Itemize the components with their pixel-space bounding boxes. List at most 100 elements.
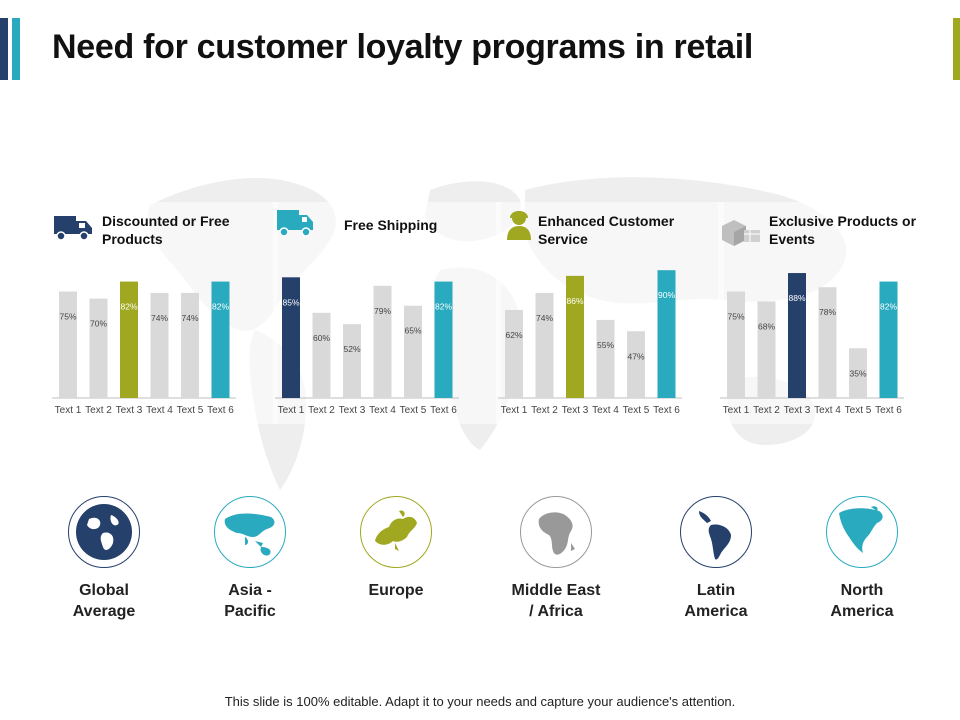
africa-map-icon [538,512,575,555]
category-label: Text 1 [501,405,528,416]
category-label: Text 2 [753,405,780,416]
category-label: Text 3 [784,405,811,416]
chart-bar [566,275,584,398]
region-global-average: Global Average [39,496,169,622]
chart-bar [818,287,837,398]
region-circle [826,496,898,568]
bar-value-label: 82% [120,302,137,312]
bar-value-label: 60% [313,333,330,343]
bar-value-label: 82% [435,302,452,312]
bar-value-label: 88% [788,293,805,303]
category-label: Text 6 [430,405,457,416]
chart-bar [181,292,199,398]
region-middle-east-africa: Middle East / Africa [491,496,621,622]
panel-customer-service: Enhanced Customer Service 62% Text 1 74% Te… [496,202,724,424]
bar-value-label: 35% [849,368,866,378]
panel-title: Enhanced Customer Service [538,213,675,247]
chart-bar [535,292,554,398]
category-label: Text 1 [723,405,750,416]
bar-chart-free-shipping: 85% Text 1 60% Text 2 52% Text 3 79% Text 4 65% T… [275,277,459,416]
category-label: Text 1 [278,405,305,416]
bar-chart-customer-service: 62% Text 1 74% Text 2 86% Text 3 55% Text 4 47% T… [498,270,682,416]
panel-free-shipping: Free Shipping 85% Text 1 60% Text 2 52% Text … [273,202,501,424]
region-label: Global Average [72,582,136,620]
chart-bar [757,301,776,398]
chart-bar [657,270,676,398]
bar-value-label: 75% [727,312,744,322]
latin-america-map-icon [699,511,731,560]
category-label: Text 2 [85,405,112,416]
bar-value-label: 86% [566,296,583,306]
bar-value-label: 90% [658,290,675,300]
region-circle [214,496,286,568]
asia-pacific-map-icon [224,513,275,556]
chart-bar [788,273,806,398]
category-label: Text 6 [653,405,680,416]
bar-value-label: 74% [181,313,198,323]
chart-bar [89,298,108,398]
region-north-america: North America [797,496,927,622]
bar-value-label: 85% [282,297,299,307]
category-label: Text 5 [623,405,650,416]
bar-value-label: 65% [404,326,421,336]
category-label: Text 3 [562,405,589,416]
bar-value-label: 47% [627,351,644,361]
category-label: Text 4 [146,405,173,416]
region-label: North America [830,582,894,620]
bar-value-label: 74% [536,313,553,323]
region-asia-pacific: Asia - Pacific [185,496,315,622]
chart-bar [343,324,361,398]
truck-icon [54,216,92,241]
bar-value-label: 55% [597,340,614,350]
panel-exclusive-products: Exclusive Products or Events 75% Text 1 68… [718,202,946,424]
region-label: Middle East / Africa [511,582,601,620]
chart-bar [404,305,422,398]
category-label: Text 6 [207,405,234,416]
category-label: Text 5 [177,405,204,416]
bar-value-label: 74% [151,313,168,323]
region-label: Latin America [684,582,748,620]
category-label: Text 3 [339,405,366,416]
category-label: Text 2 [308,405,335,416]
category-label: Text 1 [55,405,82,416]
category-label: Text 5 [400,405,427,416]
chart-bar [627,331,645,398]
products-boxes-icon [722,220,760,246]
chart-bar [282,277,300,398]
support-agent-icon [507,211,531,240]
bar-value-label: 78% [819,307,836,317]
chart-bar [59,291,77,398]
page-title: Need for customer loyalty programs in re… [52,28,753,66]
bar-value-label: 82% [212,302,229,312]
panel-title: Exclusive Products or Events [769,213,917,247]
region-circle [680,496,752,568]
chart-bar [505,309,523,398]
north-america-map-icon [839,506,883,553]
footer-note: This slide is 100% editable. Adapt it to… [224,694,736,709]
chart-bar [434,281,453,398]
region-label: Asia - Pacific [224,582,276,620]
region-circle [520,496,592,568]
category-label: Text 2 [531,405,558,416]
region-label: Europe [368,582,424,599]
europe-map-icon [375,510,417,551]
chart-bar [211,281,230,398]
delivery-van-icon [277,210,313,237]
chart-bar [150,292,169,398]
chart-bar [120,281,138,398]
bar-value-label: 75% [59,312,76,322]
category-label: Text 3 [116,405,143,416]
bar-value-label: 79% [374,306,391,316]
category-label: Text 4 [814,405,841,416]
region-circle [360,496,432,568]
region-latin-america: Latin America [651,496,781,622]
globe-icon [76,504,132,560]
region-circle [68,496,140,568]
chart-bar [727,291,745,398]
bar-chart-exclusive-products: 75% Text 1 68% Text 2 88% Text 3 78% Text 4 35% T… [720,273,904,416]
accent-bar-navy [0,18,8,80]
panel-discounted-products: Discounted or Free Products 75% Text 1 70%… [50,202,278,424]
bar-value-label: 70% [90,319,107,329]
chart-bar [596,319,615,398]
bar-value-label: 68% [758,321,775,331]
